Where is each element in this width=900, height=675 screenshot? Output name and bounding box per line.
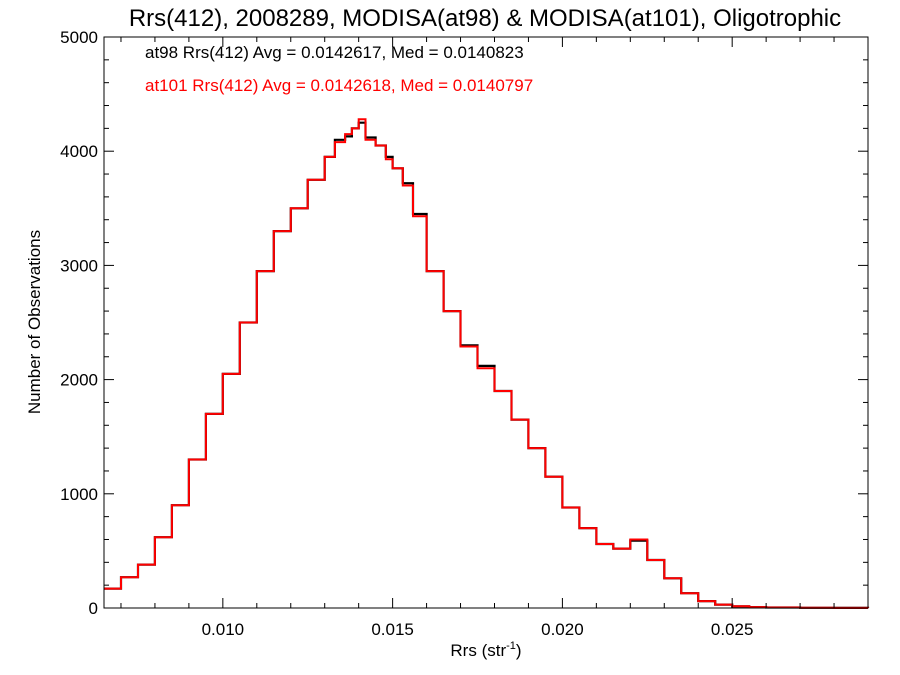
x-tick-label: 0.020 xyxy=(541,620,584,639)
x-tick-label: 0.025 xyxy=(711,620,754,639)
y-tick-label: 5000 xyxy=(60,28,98,47)
x-axis-label-close: ) xyxy=(516,641,522,660)
y-tick-label: 3000 xyxy=(60,256,98,275)
y-axis-label: Number of Observations xyxy=(25,230,44,414)
legend-entry-at98: at98 Rrs(412) Avg = 0.0142617, Med = 0.0… xyxy=(145,43,524,62)
y-tick-label: 1000 xyxy=(60,485,98,504)
y-tick-label: 0 xyxy=(89,599,98,618)
y-tick-label: 4000 xyxy=(60,142,98,161)
x-axis-label: Rrs (str-1) xyxy=(450,640,521,660)
x-axis-label-superscript: -1 xyxy=(506,640,516,652)
chart-title: Rrs(412), 2008289, MODISA(at98) & MODISA… xyxy=(129,5,841,32)
plot-area xyxy=(104,118,870,609)
x-axis-label-main: Rrs (str xyxy=(450,641,506,660)
y-tick-label: 2000 xyxy=(60,371,98,390)
legend-entry-at101: at101 Rrs(412) Avg = 0.0142618, Med = 0.… xyxy=(145,76,533,95)
axes: 0.010 0.015 0.020 0.025 0 1000 2000 3000 4000 500… xyxy=(60,28,869,639)
series-line-0 xyxy=(104,121,870,609)
series-line-1 xyxy=(104,118,869,609)
x-tick-label: 0.015 xyxy=(371,620,414,639)
x-tick-label: 0.010 xyxy=(202,620,245,639)
plot-frame xyxy=(103,36,869,609)
